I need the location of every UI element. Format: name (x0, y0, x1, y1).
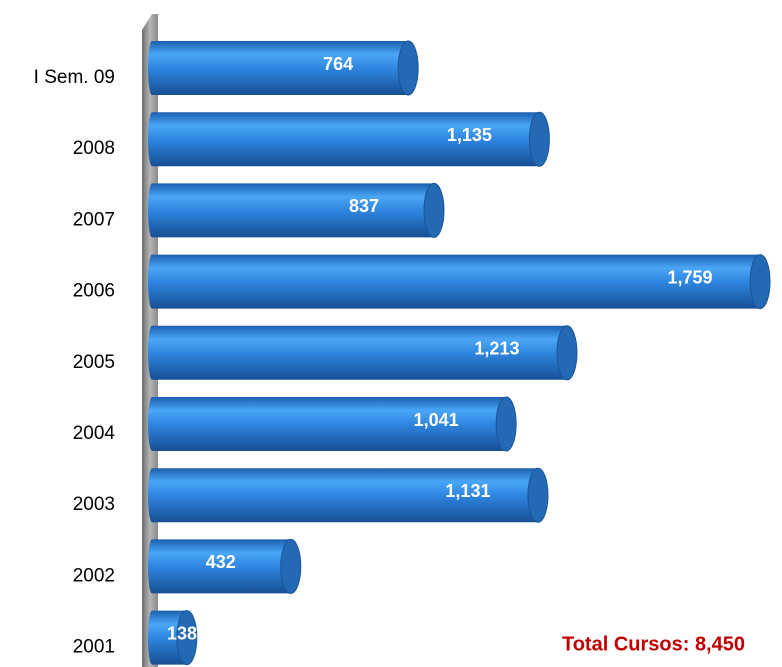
bar-cap (397, 40, 419, 96)
bar-cap (528, 111, 550, 167)
bar (148, 468, 548, 523)
bar (148, 325, 577, 380)
bar-cap (176, 610, 198, 666)
bar (148, 254, 771, 309)
bar-cap (280, 538, 302, 594)
annotation: Total Cursos: 8,450 (562, 633, 745, 655)
value-label: 1,131 (445, 481, 490, 501)
bar-cap (423, 182, 445, 238)
y-tick-label: 2008 (73, 138, 115, 159)
bar-cap (527, 467, 549, 523)
y-tick-label: 2003 (73, 494, 115, 515)
value-label: 432 (206, 552, 236, 572)
value-label: 764 (323, 54, 353, 74)
bar (148, 539, 301, 594)
value-label: 1,213 (474, 339, 519, 359)
bar (148, 112, 550, 167)
value-label: 1,759 (668, 267, 713, 287)
y-tick-label: 2007 (73, 209, 115, 230)
y-tick-label: 2001 (73, 637, 115, 658)
value-label: 138 (167, 623, 197, 643)
bar-cap (556, 325, 578, 381)
bar (148, 183, 444, 238)
y-tick-label: 2004 (73, 423, 116, 444)
y-tick-label: I Sem. 09 (34, 67, 115, 88)
value-label: 1,135 (447, 125, 492, 145)
y-tick-label: 2002 (73, 565, 115, 586)
bar-cap (749, 254, 771, 310)
y-tick-label: 2006 (73, 281, 115, 302)
bar-cap (495, 396, 517, 452)
bar (148, 41, 419, 95)
bar (148, 397, 517, 451)
y-tick-label: 2005 (73, 352, 115, 373)
value-label: 1,041 (414, 410, 459, 430)
value-label: 837 (349, 196, 379, 216)
